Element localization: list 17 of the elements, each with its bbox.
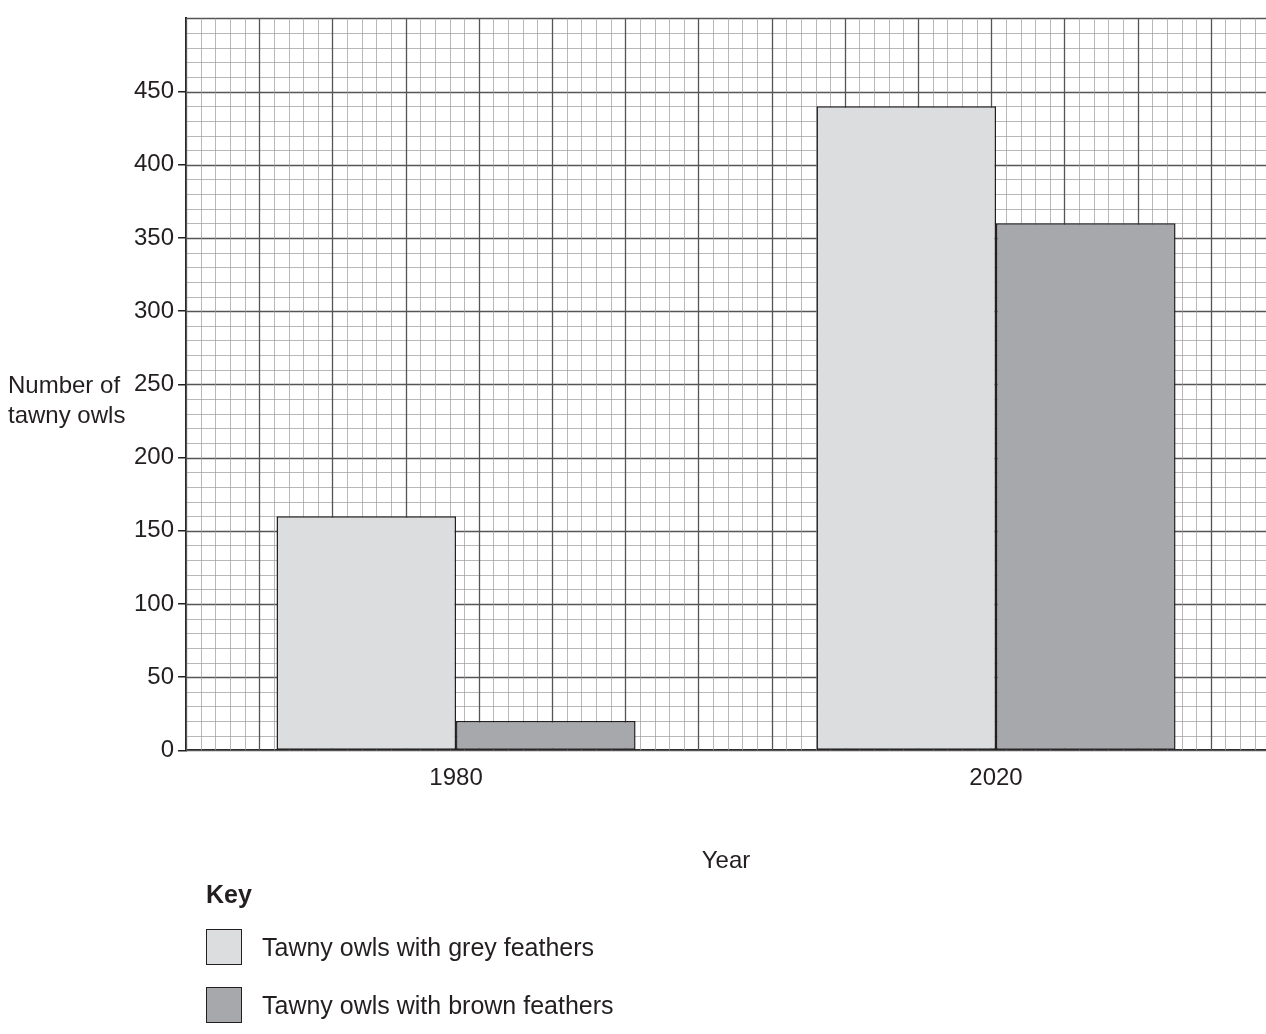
y-tick-label: 350 [134, 222, 175, 250]
y-tick-label: 0 [160, 735, 175, 763]
y-tick-label: 400 [134, 149, 175, 177]
y-axis-title: Number of tawny owls [8, 370, 127, 430]
legend-label: Tawny owls with grey feathers [262, 932, 595, 962]
legend-title: Key [206, 880, 253, 909]
y-tick-label: 150 [134, 515, 175, 543]
y-tick-label: 300 [134, 295, 175, 323]
x-axis-title: Year [701, 846, 751, 874]
y-tick-label: 100 [134, 588, 175, 616]
y-tick-label: 200 [134, 442, 175, 470]
legend-label: Tawny owls with brown feathers [262, 990, 614, 1020]
y-tick-label: 250 [134, 369, 175, 397]
y-tick-label: 50 [147, 661, 175, 689]
x-tick-label: 1980 [429, 763, 483, 791]
x-tick-label: 2020 [969, 763, 1023, 791]
y-tick-label: 450 [134, 76, 175, 104]
